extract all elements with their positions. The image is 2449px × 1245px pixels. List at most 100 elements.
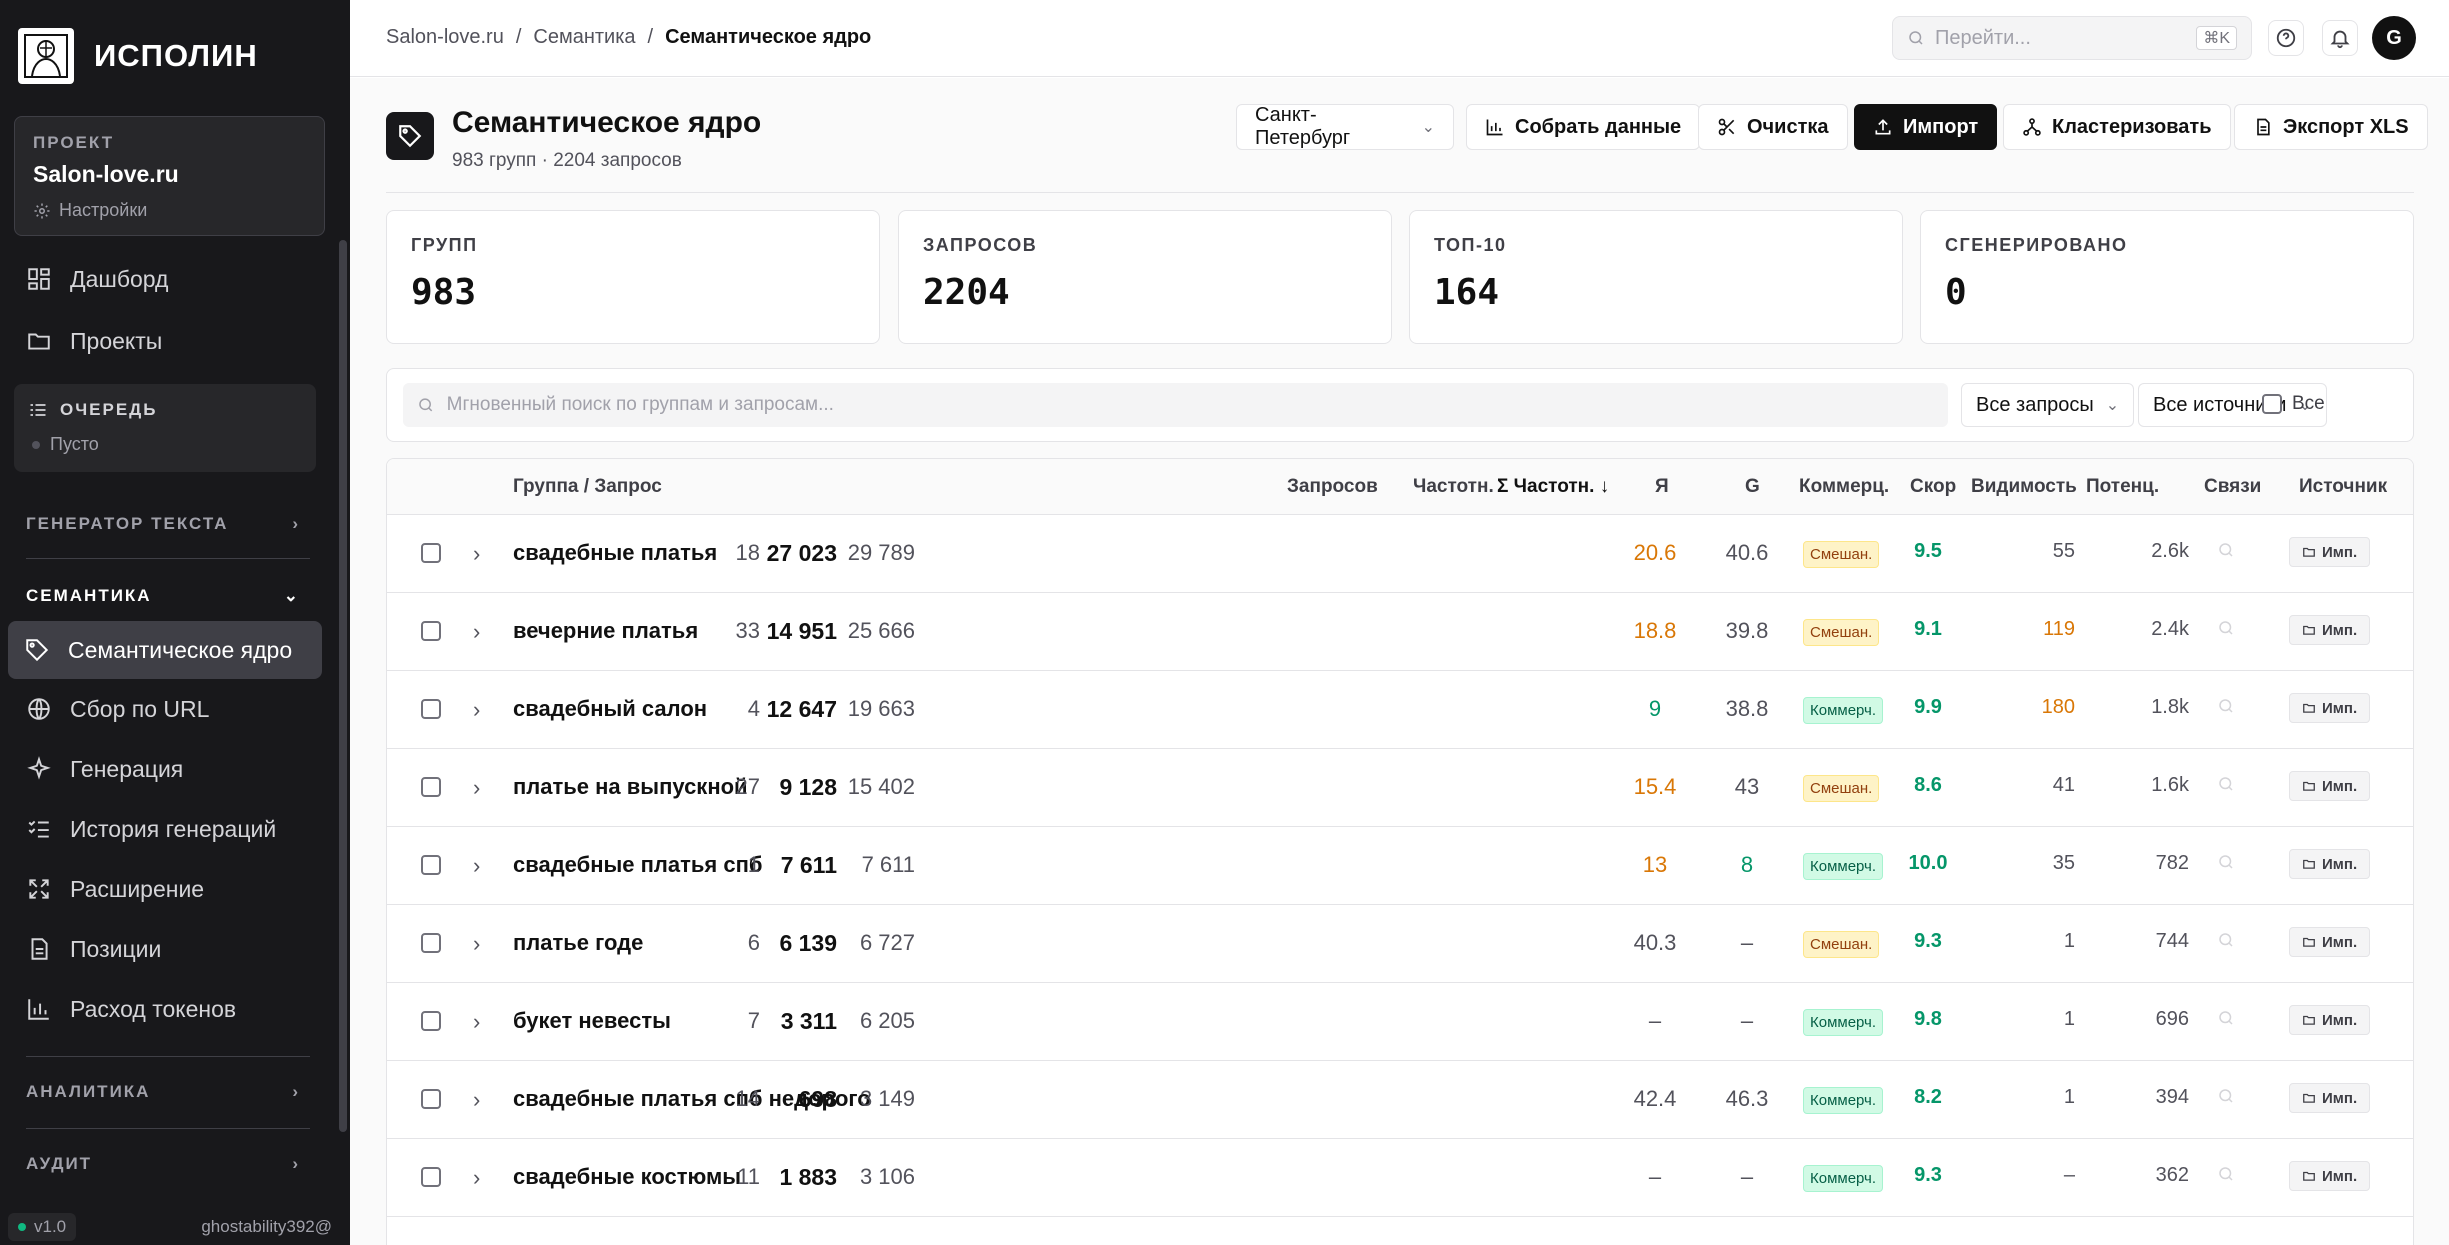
expand-chevron-icon[interactable]: › <box>473 1087 481 1112</box>
nav-generation[interactable]: Генерация <box>10 742 322 796</box>
sidebar-scrollbar[interactable] <box>339 240 347 1132</box>
group-name[interactable]: букет невесты <box>513 1008 671 1033</box>
table-row[interactable]: › свадебный салон 4 12 647 19 663 9 38.8 Коммер… <box>387 671 2413 749</box>
goto-search[interactable]: Перейти... ⌘K <box>1892 16 2252 60</box>
section-audit[interactable]: АУДИТ › <box>26 1154 300 1174</box>
expand-chevron-icon[interactable]: › <box>473 853 481 878</box>
table-row[interactable]: › платье на выпускной 27 9 128 15 402 15.4 43 С… <box>387 749 2413 827</box>
table-row[interactable]: › вечерние платья 33 14 951 25 666 18.8 39.8 См… <box>387 593 2413 671</box>
links-search-icon[interactable] <box>2217 851 2235 877</box>
help-button[interactable] <box>2268 20 2304 56</box>
nav-url-collect[interactable]: Сбор по URL <box>10 682 322 736</box>
row-checkbox[interactable] <box>421 699 441 725</box>
source-button[interactable]: Имп. <box>2289 1161 2371 1191</box>
nav-generation-history[interactable]: История генераций <box>10 802 322 856</box>
source-button[interactable]: Имп. <box>2289 1005 2371 1035</box>
group-name[interactable]: свадебные платья <box>513 540 718 565</box>
table-row[interactable]: › свадебные платья спб недорого 14 698 3 149… <box>387 1061 2413 1139</box>
all-checkbox[interactable] <box>2262 394 2282 414</box>
group-name[interactable]: свадебные платья спб недорого <box>513 1086 871 1111</box>
links-search-icon[interactable] <box>2217 1163 2235 1189</box>
group-name[interactable]: свадебные платья спб <box>513 852 763 877</box>
clean-button[interactable]: Очистка <box>1698 104 1848 150</box>
links-search-icon[interactable] <box>2217 539 2235 565</box>
expand-chevron-icon[interactable]: › <box>473 541 481 566</box>
section-analytics[interactable]: АНАЛИТИКА › <box>26 1082 300 1102</box>
expand-chevron-icon[interactable]: › <box>473 775 481 800</box>
queries-filter-select[interactable]: Все запросы ⌄ <box>1961 383 2135 427</box>
source-button[interactable]: Имп. <box>2289 615 2371 645</box>
links-search-icon[interactable] <box>2217 1085 2235 1111</box>
nav-projects[interactable]: Проекты <box>10 314 322 368</box>
checkbox[interactable] <box>421 621 441 641</box>
table-row[interactable]: › букет невесты 7 3 311 6 205 – – Коммерч. 9.8 1 6… <box>387 983 2413 1061</box>
nav-semantic-core[interactable]: Семантическое ядро <box>8 621 322 679</box>
row-checkbox[interactable] <box>421 543 441 569</box>
checkbox[interactable] <box>421 1167 441 1187</box>
checkbox[interactable] <box>421 1011 441 1031</box>
nav-dashboard[interactable]: Дашборд <box>10 252 322 306</box>
source-button[interactable]: Имп. <box>2289 771 2371 801</box>
search-box[interactable] <box>403 383 1948 427</box>
group-name[interactable]: платье на выпускной <box>513 774 748 799</box>
col-group[interactable]: Группа / Запрос <box>513 476 662 497</box>
links-search-icon[interactable] <box>2217 1007 2235 1033</box>
export-xls-button[interactable]: Экспорт XLS <box>2234 104 2428 150</box>
col-score[interactable]: Скор <box>1910 476 1957 497</box>
city-select[interactable]: Санкт-Петербург ⌄ <box>1236 104 1454 150</box>
notifications-button[interactable] <box>2322 20 2358 56</box>
col-queries[interactable]: Запросов <box>1287 476 1378 497</box>
source-button[interactable]: Имп. <box>2289 849 2371 879</box>
source-button[interactable]: Имп. <box>2289 693 2371 723</box>
col-commerce[interactable]: Коммерц. <box>1799 476 1890 497</box>
expand-chevron-icon[interactable]: › <box>473 931 481 956</box>
checkbox[interactable] <box>421 933 441 953</box>
links-search-icon[interactable] <box>2217 773 2235 799</box>
project-card[interactable]: ПРОЕКТ Salon-love.ru Настройки <box>14 116 325 236</box>
col-sum-freq[interactable]: Σ Частотн. ↓ <box>1497 476 1610 497</box>
row-checkbox[interactable] <box>421 621 441 647</box>
group-name[interactable]: свадебные костюмы <box>513 1164 742 1189</box>
source-button[interactable]: Имп. <box>2289 927 2371 957</box>
row-checkbox[interactable] <box>421 855 441 881</box>
links-search-icon[interactable] <box>2217 617 2235 643</box>
sources-filter-select[interactable]: Все источники ⌄ <box>2138 383 2327 427</box>
links-search-icon[interactable] <box>2217 695 2235 721</box>
group-name[interactable]: свадебный салон <box>513 696 708 721</box>
table-row[interactable]: › свадебные платья спб 1 7 611 7 611 13 8 Комме… <box>387 827 2413 905</box>
expand-chevron-icon[interactable]: › <box>473 1165 481 1190</box>
all-checkbox-toggle[interactable]: Все <box>2262 393 2325 415</box>
collect-data-button[interactable]: Собрать данные <box>1466 104 1701 150</box>
row-checkbox[interactable] <box>421 933 441 959</box>
table-row[interactable]: › свадебные костюмы 11 1 883 3 106 – – Коммерч.… <box>387 1139 2413 1217</box>
expand-chevron-icon[interactable]: › <box>473 697 481 722</box>
col-source[interactable]: Источник <box>2299 476 2388 497</box>
col-freq[interactable]: Частотн. <box>1413 476 1494 497</box>
expand-chevron-icon[interactable]: › <box>473 619 481 644</box>
checkbox[interactable] <box>421 777 441 797</box>
breadcrumb-project[interactable]: Salon-love.ru <box>386 26 504 48</box>
avatar[interactable]: G <box>2372 16 2416 60</box>
queue-card[interactable]: ОЧЕРЕДЬ Пусто <box>14 384 316 472</box>
col-links[interactable]: Связи <box>2204 476 2262 497</box>
checkbox[interactable] <box>421 699 441 719</box>
row-checkbox[interactable] <box>421 1167 441 1193</box>
nav-expansion[interactable]: Расширение <box>10 862 322 916</box>
search-input[interactable] <box>446 394 1934 416</box>
cluster-button[interactable]: Кластеризовать <box>2003 104 2231 150</box>
row-checkbox[interactable] <box>421 777 441 803</box>
table-row[interactable]: › свадебные платья 18 27 023 29 789 20.6 40.6 С… <box>387 515 2413 593</box>
col-g[interactable]: G <box>1745 476 1760 497</box>
import-button[interactable]: Импорт <box>1854 104 1998 150</box>
row-checkbox[interactable] <box>421 1011 441 1037</box>
nav-positions[interactable]: Позиции <box>10 922 322 976</box>
col-visibility[interactable]: Видимость <box>1971 476 2077 497</box>
nav-token-usage[interactable]: Расход токенов <box>10 982 322 1036</box>
checkbox[interactable] <box>421 1089 441 1109</box>
checkbox[interactable] <box>421 855 441 875</box>
row-checkbox[interactable] <box>421 1089 441 1115</box>
table-row[interactable]: › платье годе 6 6 139 6 727 40.3 – Смешан. 9.3 1 7… <box>387 905 2413 983</box>
col-potential[interactable]: Потенц. <box>2086 476 2160 497</box>
checkbox[interactable] <box>421 543 441 563</box>
logo[interactable]: ИСПОЛИН <box>18 28 258 84</box>
